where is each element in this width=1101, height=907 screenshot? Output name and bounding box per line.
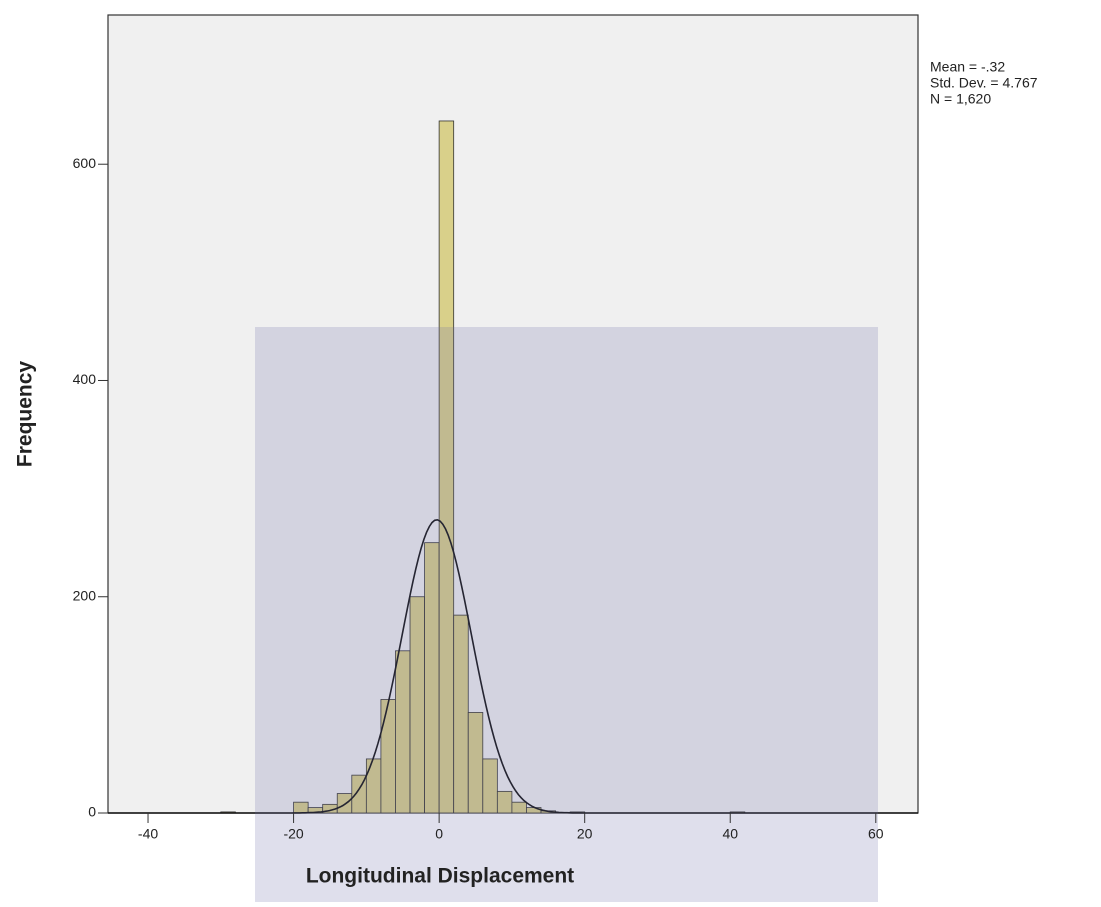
y-tick-label: 0 [88, 804, 96, 820]
stat-text: Std. Dev. = 4.767 [930, 75, 1038, 91]
watermark [255, 327, 878, 902]
x-axis-label: Longitudinal Displacement [306, 865, 574, 888]
x-tick-label: 0 [435, 826, 443, 842]
x-tick-label: -40 [138, 826, 158, 842]
stat-text: Mean = -.32 [930, 59, 1005, 75]
stat-text: N = 1,620 [930, 91, 991, 107]
y-tick-label: 600 [73, 155, 97, 171]
chart: Longitudinal Displacement Frequency Mean… [0, 0, 1101, 902]
x-tick-label: 40 [722, 826, 738, 842]
y-tick-label: 200 [73, 587, 97, 603]
page: Longitudinal Displacement Frequency Mean… [0, 0, 1101, 907]
x-tick-label: 60 [868, 826, 884, 842]
x-tick-label: -20 [283, 826, 303, 842]
x-tick-label: 20 [577, 826, 593, 842]
y-tick-label: 400 [73, 371, 97, 387]
y-axis-label: Frequency [14, 361, 37, 468]
